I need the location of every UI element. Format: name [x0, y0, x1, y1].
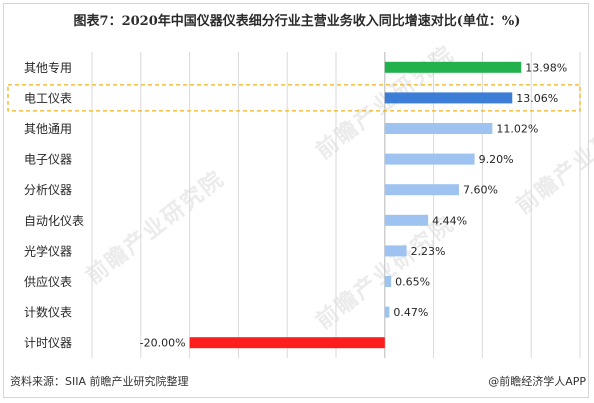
category-label: 自动化仪表 — [24, 214, 84, 228]
category-label: 其他专用 — [24, 60, 72, 75]
data-label: 0.65% — [395, 276, 430, 289]
bar — [384, 306, 390, 318]
data-label: 0.47% — [393, 306, 428, 319]
bar — [384, 276, 392, 287]
data-label: 4.44% — [432, 214, 467, 227]
bar — [384, 245, 407, 257]
source-note: 资料来源：SIIA 前瞻产业研究院整理 — [10, 375, 189, 388]
data-label: 13.98% — [525, 61, 567, 74]
brand-tag: @前瞻经济学人APP — [488, 375, 586, 388]
data-label: 9.20% — [479, 153, 514, 166]
bar — [189, 337, 385, 349]
highlight-box — [7, 84, 581, 112]
bar — [384, 123, 493, 134]
category-label: 电子仪器 — [24, 153, 72, 167]
category-label: 计时仪器 — [24, 336, 72, 350]
bar — [384, 153, 475, 165]
highlight-layer — [7, 84, 581, 112]
chart-title: 图表7：2020年中国仪器仪表细分行业主营业务收入同比增速对比(单位：%) — [73, 14, 521, 29]
data-label: 2.23% — [411, 245, 446, 258]
category-label: 供应仪表 — [24, 274, 72, 289]
labels-layer: 其他专用 13.98% 电工仪表 13.06% 其他通用 11.02% 电子仪器 9.20% 分… — [24, 60, 567, 350]
data-label: 7.60% — [463, 184, 498, 197]
bar — [384, 214, 429, 226]
category-label: 电工仪表 — [24, 91, 72, 105]
data-label: 11.02% — [496, 123, 538, 136]
bars-layer — [189, 61, 522, 349]
data-label: -20.00% — [140, 337, 186, 350]
bar — [384, 184, 459, 196]
bar — [384, 92, 513, 104]
bar — [384, 61, 522, 73]
category-label: 其他通用 — [24, 122, 72, 136]
category-label: 分析仪器 — [24, 183, 72, 197]
category-label: 计数仪表 — [24, 305, 72, 320]
data-label: 13.06% — [516, 92, 558, 105]
category-label: 光学仪器 — [24, 243, 72, 258]
